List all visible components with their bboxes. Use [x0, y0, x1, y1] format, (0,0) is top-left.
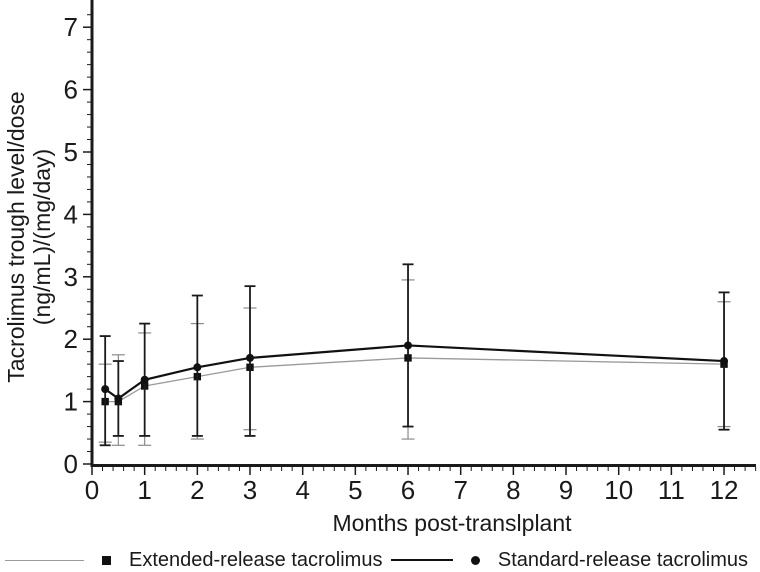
- legend-item-extended-release: Extended-release tacrolimus: [5, 549, 382, 572]
- x-tick-label: 3: [243, 475, 257, 505]
- y-tick-label: 4: [64, 199, 78, 229]
- x-axis-label: Months post-translplant: [332, 510, 572, 536]
- x-tick-label: 2: [190, 475, 204, 505]
- x-tick-label: 0: [85, 475, 99, 505]
- data-point-marker: [193, 363, 202, 372]
- x-tick-label: 10: [604, 475, 633, 505]
- x-tick-label: 12: [710, 475, 739, 505]
- series-markers: [101, 341, 729, 403]
- error-bars: [99, 263, 730, 447]
- data-point-marker: [114, 394, 123, 403]
- y-axis-label-line1: Tacrolimus trough level/dose: [3, 91, 29, 383]
- circle-marker-icon: [470, 555, 480, 565]
- x-tick-label: 4: [295, 475, 309, 505]
- x-tick-label: 7: [453, 475, 467, 505]
- y-tick-label: 7: [64, 12, 78, 42]
- x-tick-label: 5: [348, 475, 362, 505]
- data-point-marker: [720, 357, 729, 366]
- x-tick-label: 11: [658, 475, 685, 505]
- x-tick-label: 1: [137, 475, 151, 505]
- square-marker-icon: [102, 555, 111, 565]
- y-tick-label: 1: [64, 387, 78, 417]
- major-ticks: [83, 26, 725, 475]
- legend-label-extended-release: Extended-release tacrolimus: [129, 548, 383, 571]
- y-tick-label: 3: [64, 262, 78, 292]
- data-point-marker: [101, 385, 110, 394]
- y-tick-label: 2: [64, 324, 78, 354]
- extended-release-line-swatch: [5, 559, 84, 561]
- y-axis-label-line2: (ng/mL)/(mg/day): [29, 148, 55, 326]
- data-point-marker: [404, 341, 413, 350]
- legend-label-standard-release: Standard-release tacrolimus: [497, 548, 748, 571]
- y-tick-label: 0: [64, 449, 78, 479]
- x-tick-label: 9: [559, 475, 573, 505]
- axes: [90, 0, 756, 467]
- legend-item-standard-release: Standard-release tacrolimus: [390, 548, 748, 572]
- x-tick-label: 6: [401, 475, 415, 505]
- minor-ticks: [87, 14, 757, 471]
- y-tick-label: 5: [64, 137, 78, 167]
- data-point-marker: [246, 353, 255, 362]
- y-axis-label: Tacrolimus trough level/dose (ng/mL)/(mg…: [3, 7, 55, 467]
- standard-release-line-swatch: [390, 559, 453, 561]
- x-tick-label: 8: [506, 475, 520, 505]
- y-tick-label: 6: [64, 75, 78, 105]
- data-point-marker: [140, 375, 149, 384]
- legend: Extended-release tacrolimus Standard-rel…: [0, 548, 760, 572]
